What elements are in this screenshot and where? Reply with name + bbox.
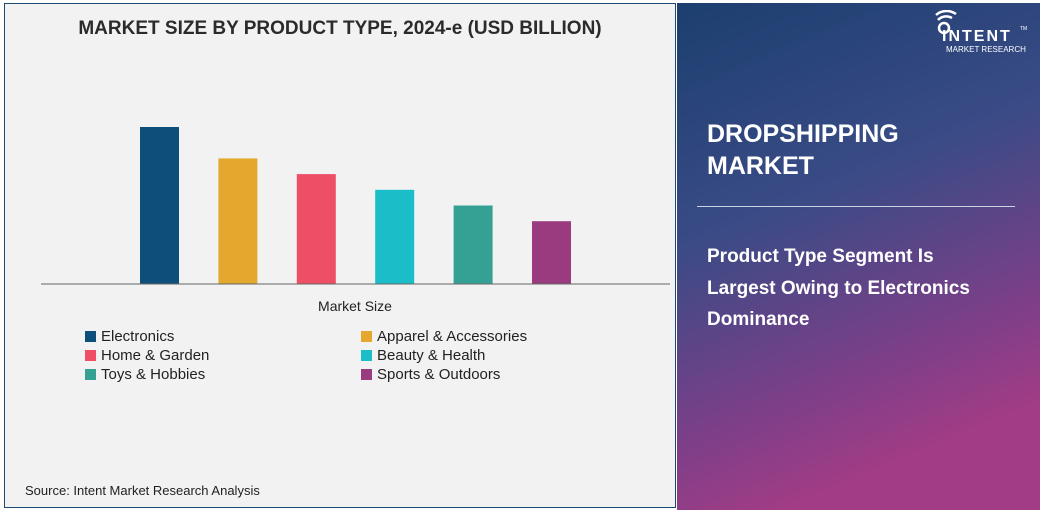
legend-label: Toys & Hobbies [101,366,206,383]
divider [697,206,1015,207]
bar-sports-outdoors [532,221,571,284]
legend-item: Toys & Hobbies [85,366,205,383]
legend-swatch [361,350,372,361]
svg-text:TM: TM [1020,26,1027,32]
intent-logo: INTENT TM MARKET RESEARCH [928,9,1038,61]
svg-text:MARKET RESEARCH: MARKET RESEARCH [946,45,1026,54]
legend-swatch [361,369,372,380]
legend-label: Electronics [101,328,175,345]
legend-swatch [85,350,96,361]
legend-item: Home & Garden [85,347,209,364]
legend-label: Sports & Outdoors [377,366,501,383]
legend-swatch [361,331,372,342]
panel-background [677,3,1040,510]
bar-toys-hobbies [453,205,493,284]
bar-electronics [140,127,179,284]
market-title-line1: DROPSHIPPING [707,120,899,148]
bar-beauty-health [375,189,415,284]
legend-label: Beauty & Health [377,347,486,364]
legend-item: Electronics [85,328,174,345]
source-note: Source: Intent Market Research Analysis [25,483,260,498]
legend-swatch [85,369,96,380]
legend-label: Home & Garden [101,347,210,364]
market-title: DROPSHIPPING MARKET [707,118,899,182]
legend-item: Beauty & Health [361,347,485,364]
svg-text:INTENT: INTENT [942,28,1012,45]
x-axis-label: Market Size [318,298,392,314]
legend-item: Apparel & Accessories [361,328,527,345]
bar-home-garden [296,174,336,284]
legend-swatch [85,331,96,342]
info-panel [677,3,1040,510]
segment-headline: Product Type Segment Is Largest Owing to… [707,246,970,330]
legend-label: Apparel & Accessories [377,328,528,345]
market-title-line2: MARKET [707,152,814,180]
chart-title: MARKET SIZE BY PRODUCT TYPE, 2024-e (USD… [78,18,602,39]
bar-chart [41,127,670,285]
legend-item: Sports & Outdoors [361,366,500,383]
bar-apparel-accessories [218,158,258,284]
